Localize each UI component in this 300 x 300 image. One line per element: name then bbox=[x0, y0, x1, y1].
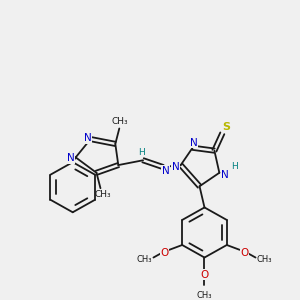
Text: N: N bbox=[162, 166, 170, 176]
Text: O: O bbox=[241, 248, 249, 258]
Text: O: O bbox=[200, 270, 208, 280]
Text: O: O bbox=[160, 248, 169, 258]
Text: CH₃: CH₃ bbox=[137, 255, 152, 264]
Text: N: N bbox=[172, 162, 180, 172]
Text: N: N bbox=[221, 170, 229, 180]
Text: N: N bbox=[190, 138, 197, 148]
Text: CH₃: CH₃ bbox=[257, 255, 272, 264]
Text: N: N bbox=[67, 153, 75, 163]
Text: S: S bbox=[222, 122, 230, 132]
Text: H: H bbox=[138, 148, 145, 157]
Text: CH₃: CH₃ bbox=[112, 117, 129, 126]
Text: N: N bbox=[84, 133, 92, 143]
Text: CH₃: CH₃ bbox=[197, 291, 212, 300]
Text: CH₃: CH₃ bbox=[94, 190, 111, 200]
Text: H: H bbox=[231, 161, 238, 170]
